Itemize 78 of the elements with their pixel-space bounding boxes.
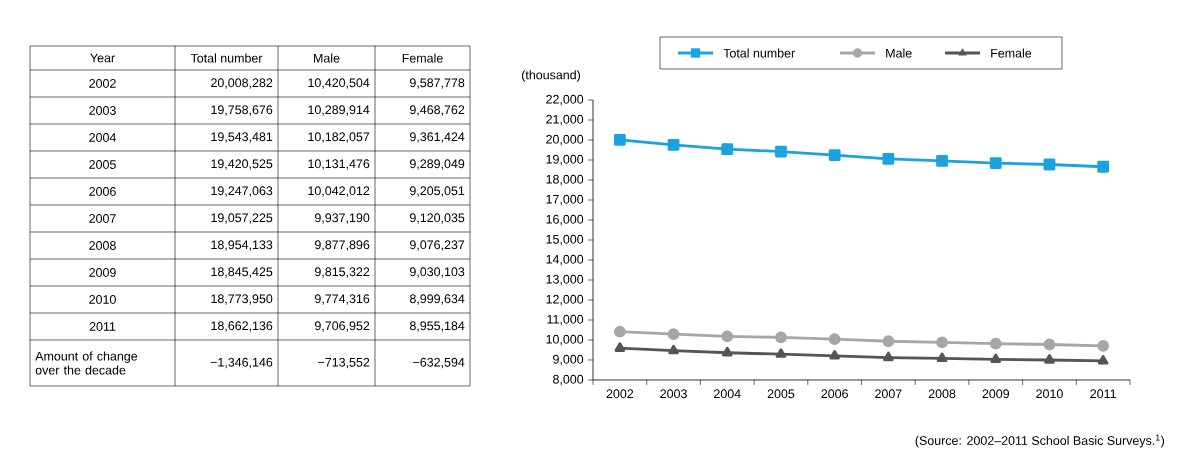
category-label: 2005 [89,160,116,169]
y-tick-label: 15,000 [546,234,584,246]
x-tick-label: 2008 [928,389,956,399]
y-tick-label: 17,000 [546,194,584,206]
text: −632,594 [413,357,465,369]
y-tick-label: 13,000 [546,274,584,286]
y-tick-label: 10,000 [546,334,584,346]
text: 19,420,525 [211,159,273,170]
y-tick-label: 22,000 [546,94,584,106]
text: 9,587,778 [409,78,465,89]
text: Total number [190,53,263,63]
category-label: 2010 [89,295,116,304]
y-tick-label: 19,000 [546,154,584,166]
text: 9,289,049 [409,159,465,170]
text: 9,030,103 [409,267,465,278]
category-label: 2009 [89,268,116,277]
text: 19,057,225 [211,213,273,224]
text: 18,773,950 [211,294,273,305]
y-tick-label: 16,000 [546,214,584,226]
x-tick-label: 2010 [1036,389,1063,399]
y-tick-label: 20,000 [546,134,584,146]
y-tick-label: 18,000 [546,174,584,186]
text: 9,815,322 [314,267,370,278]
legend-label: Total number [723,48,795,58]
text: 9,205,051 [409,186,465,197]
category-label: 2011 [89,322,116,331]
text: Year [90,53,115,63]
y-tick-label: 9,000 [553,354,584,366]
category-label: 2002 [89,79,116,88]
category-label: 2007 [89,214,116,223]
x-tick-label: 2006 [821,389,848,399]
text: 20,008,282 [211,78,273,89]
text: 9,120,035 [409,213,465,224]
text: Female [402,53,443,63]
x-tick-label: 2011 [1090,389,1116,399]
category-label: 2003 [89,106,116,115]
text: 10,042,012 [308,186,370,197]
text: 18,845,425 [211,267,273,278]
category-label: 2004 [89,133,116,142]
y-tick-label: 21,000 [546,114,584,126]
text: 9,361,424 [409,132,465,143]
text: 19,543,481 [211,132,273,143]
y-tick-label: 11,000 [547,314,584,326]
text: 10,131,476 [308,159,370,170]
y-axis-title: (thousand) [522,70,580,82]
legend-label: Male [886,48,912,58]
text: 9,468,762 [409,105,465,116]
x-tick-label: 2005 [767,389,795,399]
category-label: 2006 [89,187,116,196]
text: 9,774,316 [314,294,370,305]
text: 10,420,504 [308,78,370,89]
x-tick-label: 2003 [660,389,687,399]
y-tick-label: 8,000 [553,374,584,386]
text: 8,999,634 [409,294,465,305]
text: 19,758,676 [211,105,273,116]
text: Male [314,53,340,63]
y-tick-label: 14,000 [546,254,584,266]
text: 18,662,136 [211,321,273,332]
text: (Source: 2002–2011 School Basic Surveys.$^{1}$) [915,434,1165,448]
x-tick-label: 2009 [982,389,1010,399]
legend-label: Female [991,48,1032,58]
y-tick-label: 12,000 [546,294,584,306]
x-tick-label: 2007 [875,389,902,399]
text: −1,346,146 [210,357,273,369]
category-label: 2008 [89,241,116,250]
text: −713,552 [318,357,370,369]
x-tick-label: 2004 [714,389,741,399]
text: 8,955,184 [409,321,465,332]
text: 9,877,896 [314,240,370,251]
text: 10,182,057 [308,132,370,143]
text: 9,706,952 [314,321,370,332]
text: 19,247,063 [211,186,273,197]
x-tick-label: 2002 [606,389,634,399]
text: 9,937,190 [314,213,370,224]
text: 9,076,237 [409,240,465,251]
text: Amount of change over the decade [35,351,138,375]
text: 10,289,914 [308,105,370,116]
text: 18,954,133 [211,240,273,251]
